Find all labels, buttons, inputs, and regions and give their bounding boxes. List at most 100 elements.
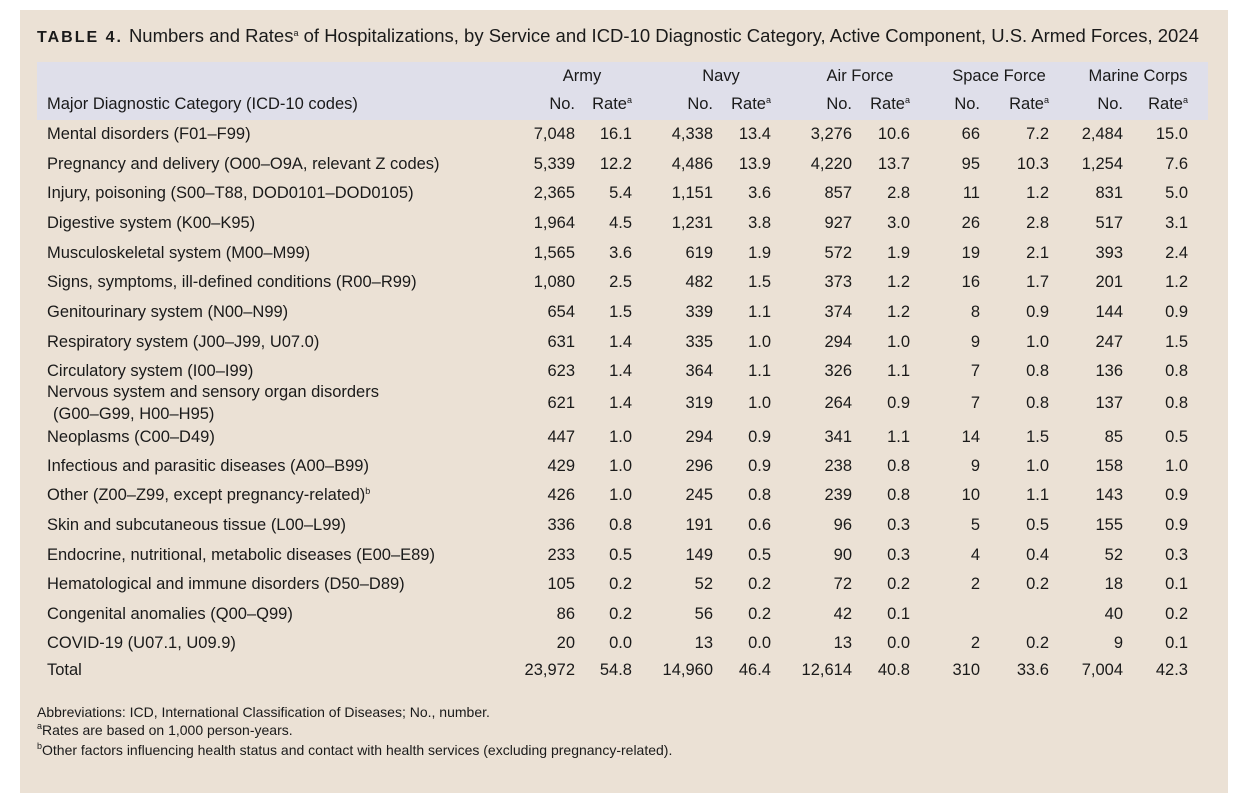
cell-value: 1.1 xyxy=(748,303,771,321)
cell-value: 0.2 xyxy=(1026,634,1049,652)
cell-value: 336 xyxy=(547,516,575,534)
cell-value: 2,365 xyxy=(533,184,575,202)
cell-value: 7,048 xyxy=(533,125,575,143)
cell-value: 1.2 xyxy=(887,303,910,321)
cell-value: 1.0 xyxy=(887,333,910,351)
cell-value: 319 xyxy=(685,394,713,412)
footnote-text: Abbreviations: ICD, International Classi… xyxy=(37,704,490,720)
cell-value: 0.1 xyxy=(1165,634,1188,652)
cell-value: 40.8 xyxy=(877,661,910,679)
cell-value: 2.8 xyxy=(1026,214,1049,232)
column-header-text: No. xyxy=(549,95,575,113)
cell-value: 1.4 xyxy=(609,362,632,380)
footnote-mark: b xyxy=(365,486,371,496)
cell-value: 482 xyxy=(685,273,713,291)
row-label-text: Circulatory system (I00–I99) xyxy=(47,362,254,380)
column-header: No. xyxy=(687,96,713,113)
cell-value: 10 xyxy=(961,486,980,504)
row-label: Signs, symptoms, ill-defined conditions … xyxy=(47,274,417,291)
row-label-text: Mental disorders (F01–F99) xyxy=(47,125,251,143)
cell-value: 831 xyxy=(1095,184,1123,202)
cell-value: 1.7 xyxy=(1026,273,1049,291)
group-header: Army xyxy=(562,67,602,85)
cell-value: 294 xyxy=(685,428,713,446)
cell-value: 201 xyxy=(1095,273,1123,291)
cell-value: 15.0 xyxy=(1155,125,1188,143)
cell-value: 9 xyxy=(970,333,980,351)
cell-value: 11 xyxy=(962,184,980,202)
table-panel: TABLE 4. Numbers and Ratesa of Hospitaliz… xyxy=(20,10,1228,793)
row-label: Genitourinary system (N00–N99) xyxy=(47,304,288,321)
cell-value: 517 xyxy=(1095,214,1123,232)
cell-value: 0.9 xyxy=(748,457,771,475)
cell-value: 0.2 xyxy=(748,605,771,623)
cell-value: 7.6 xyxy=(1165,155,1188,173)
column-header: Major Diagnostic Category (ICD-10 codes) xyxy=(47,95,358,113)
cell-value: 1,231 xyxy=(671,214,713,232)
row-label: Respiratory system (J00–J99, U07.0) xyxy=(47,334,319,351)
row-label: Other (Z00–Z99, except pregnancy-related… xyxy=(47,487,370,504)
column-header-text: No. xyxy=(954,95,980,113)
cell-value: 296 xyxy=(685,457,713,475)
cell-value: 2 xyxy=(970,634,980,652)
row-label: Neoplasms (C00–D49) xyxy=(47,429,215,446)
cell-value: 1,151 xyxy=(671,184,713,202)
row-label: Digestive system (K00–K95) xyxy=(47,215,255,232)
cell-value: 5.4 xyxy=(609,184,632,202)
row-label: Hematological and immune disorders (D50–… xyxy=(47,576,405,593)
cell-value: 1.0 xyxy=(1026,333,1049,351)
cell-value: 857 xyxy=(824,184,852,202)
group-header: Air Force xyxy=(826,67,894,85)
cell-value: 233 xyxy=(547,546,575,564)
footnote-mark: b xyxy=(37,741,43,751)
cell-value: 393 xyxy=(1095,244,1123,262)
cell-value: 5,339 xyxy=(533,155,575,173)
cell-value: 0.9 xyxy=(1165,486,1188,504)
cell-value: 1.9 xyxy=(887,244,910,262)
row-label: COVID-19 (U07.1, U09.9) xyxy=(47,635,236,652)
cell-value: 10.6 xyxy=(877,125,910,143)
column-header: No. xyxy=(954,96,980,113)
cell-value: 13 xyxy=(833,634,852,652)
cell-value: 4 xyxy=(970,546,980,564)
row-label-text: Congenital anomalies (Q00–Q99) xyxy=(47,605,293,623)
cell-value: 12,614 xyxy=(801,661,852,679)
group-header: Space Force xyxy=(952,67,1046,85)
cell-value: 85 xyxy=(1104,428,1123,446)
cell-value: 0.6 xyxy=(748,516,771,534)
cell-value: 144 xyxy=(1095,303,1123,321)
cell-value: 0.0 xyxy=(609,634,632,652)
cell-value: 4,486 xyxy=(671,155,713,173)
cell-value: 2 xyxy=(970,575,980,593)
cell-value: 927 xyxy=(824,214,852,232)
cell-value: 20 xyxy=(556,634,575,652)
footnote-mark: a xyxy=(904,95,910,105)
cell-value: 3.1 xyxy=(1165,214,1188,232)
cell-value: 191 xyxy=(685,516,713,534)
cell-value: 9 xyxy=(1113,634,1123,652)
cell-value: 5 xyxy=(970,516,980,534)
row-label: Pregnancy and delivery (O00–O9A, relevan… xyxy=(47,156,440,173)
row-label-text: Total xyxy=(47,661,82,679)
cell-value: 0.8 xyxy=(609,516,632,534)
cell-value: 1,964 xyxy=(533,214,575,232)
cell-value: 1.1 xyxy=(1026,486,1049,504)
cell-value: 245 xyxy=(685,486,713,504)
row-label-text: Hematological and immune disorders (D50–… xyxy=(47,575,405,593)
column-header: No. xyxy=(549,96,575,113)
cell-value: 19 xyxy=(961,244,980,262)
cell-value: 14 xyxy=(961,428,980,446)
cell-value: 3.0 xyxy=(887,214,910,232)
row-label-text: Respiratory system (J00–J99, U07.0) xyxy=(47,333,320,351)
row-label-text: Genitourinary system (N00–N99) xyxy=(47,303,289,321)
cell-value: 2.4 xyxy=(1165,244,1188,262)
cell-value: 2.1 xyxy=(1026,244,1049,262)
row-label-text: Neoplasms (C00–D49) xyxy=(47,428,215,446)
cell-value: 158 xyxy=(1095,457,1123,475)
cell-value: 1.0 xyxy=(1026,457,1049,475)
group-header: Marine Corps xyxy=(1088,67,1188,85)
cell-value: 12.2 xyxy=(599,155,632,173)
row-label-text: Endocrine, nutritional, metabolic diseas… xyxy=(47,546,435,564)
cell-value: 294 xyxy=(824,333,852,351)
